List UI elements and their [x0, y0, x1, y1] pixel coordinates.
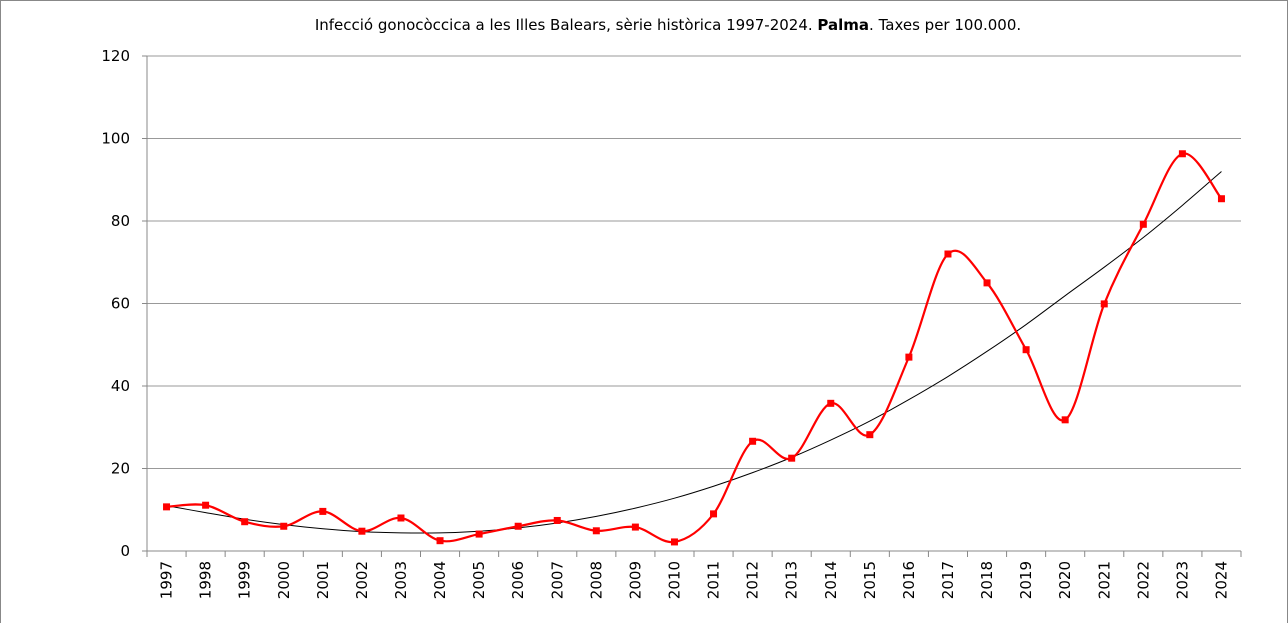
- marker: [475, 530, 483, 538]
- y-tick-label: 20: [111, 460, 130, 478]
- x-tick-label: 2020: [1056, 561, 1074, 599]
- marker: [553, 516, 561, 524]
- marker: [397, 514, 405, 522]
- x-tick-label: 2013: [783, 561, 801, 599]
- x-tick-label: 1997: [158, 561, 176, 599]
- trend-line: [166, 171, 1222, 534]
- title-part: Infecció gonocòccica a les Illes Balears…: [315, 16, 818, 34]
- x-tick-label: 2006: [509, 561, 527, 599]
- x-tick-label: 2008: [587, 561, 605, 599]
- y-tick-label: 0: [120, 542, 130, 560]
- x-tick-label: 2003: [392, 561, 410, 599]
- marker: [241, 518, 249, 526]
- x-tick-label: 2021: [1095, 561, 1113, 599]
- marker: [1100, 300, 1108, 308]
- x-tick-label: 2024: [1212, 561, 1230, 599]
- marker: [358, 527, 366, 535]
- marker: [1022, 346, 1030, 354]
- x-tick-label: 2005: [470, 561, 488, 599]
- x-tick-label: 2014: [822, 561, 840, 599]
- marker: [1178, 150, 1186, 158]
- x-tick-label: 2009: [626, 561, 644, 599]
- marker: [827, 399, 835, 407]
- marker: [944, 250, 952, 258]
- marker: [1217, 195, 1225, 203]
- y-tick-label: 80: [111, 212, 130, 230]
- x-tick-label: 2015: [861, 561, 879, 599]
- x-tick-label: 2001: [314, 561, 332, 599]
- marker: [631, 523, 639, 531]
- marker: [788, 454, 796, 462]
- y-tick-label: 60: [111, 295, 130, 313]
- marker: [202, 501, 210, 509]
- marker: [670, 538, 678, 546]
- marker: [514, 522, 522, 530]
- x-tick-label: 2002: [353, 561, 371, 599]
- x-tick-label: 2011: [705, 561, 723, 599]
- marker: [592, 527, 600, 535]
- marker: [163, 503, 171, 511]
- x-tick-label: 2004: [431, 561, 449, 599]
- marker: [749, 437, 757, 445]
- marker: [319, 507, 327, 515]
- marker: [436, 537, 444, 545]
- marker: [1139, 220, 1147, 228]
- marker: [710, 510, 718, 518]
- marker: [280, 522, 288, 530]
- x-tick-label: 2019: [1017, 561, 1035, 599]
- title-part: Palma: [817, 16, 869, 34]
- marker: [866, 431, 874, 439]
- marker: [983, 279, 991, 287]
- x-tick-label: 2000: [275, 561, 293, 599]
- chart-title: Infecció gonocòccica a les Illes Balears…: [315, 16, 1021, 34]
- marker: [905, 353, 913, 361]
- data-line: [166, 152, 1223, 544]
- x-tick-label: 2007: [548, 561, 566, 599]
- title-part: . Taxes per 100.000.: [869, 16, 1021, 34]
- x-tick-label: 2023: [1173, 561, 1191, 599]
- x-tick-label: 2012: [744, 561, 762, 599]
- x-tick-label: 2022: [1134, 561, 1152, 599]
- y-tick-label: 120: [101, 47, 130, 65]
- x-tick-label: 1999: [236, 561, 254, 599]
- x-tick-label: 1998: [197, 561, 215, 599]
- x-tick-label: 2016: [900, 561, 918, 599]
- x-tick-label: 2018: [978, 561, 996, 599]
- y-tick-label: 100: [101, 130, 130, 148]
- x-tick-label: 2017: [939, 561, 957, 599]
- marker: [1061, 416, 1069, 424]
- x-tick-label: 2010: [665, 561, 683, 599]
- y-tick-label: 40: [111, 377, 130, 395]
